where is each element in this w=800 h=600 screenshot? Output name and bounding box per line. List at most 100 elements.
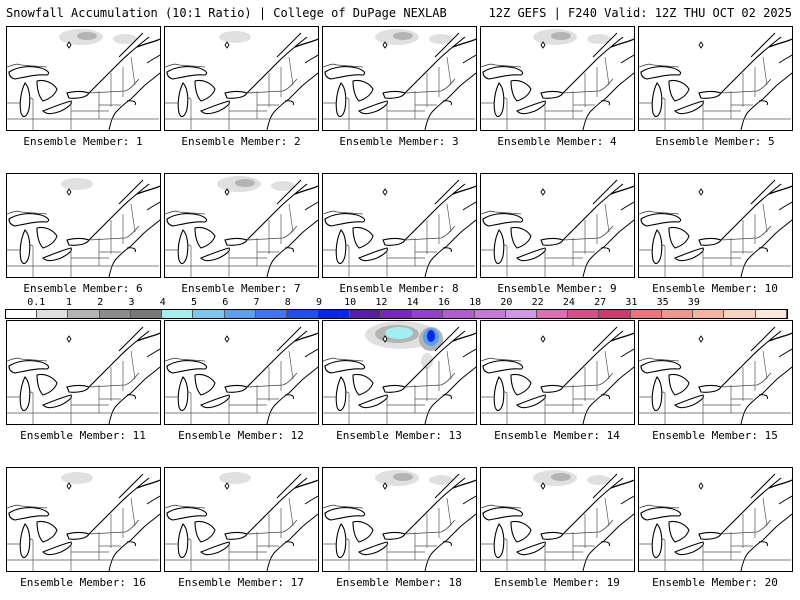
basemap-outline [165,326,318,424]
ensemble-map-panel [480,173,635,278]
legend-swatch [568,310,600,318]
snowfall-map [639,32,792,130]
snowfall-map [323,29,476,130]
ensemble-member-label: Ensemble Member: 6 [23,282,143,295]
legend-swatch [6,310,38,318]
ensemble-map-panel [322,173,477,278]
snowfall-map [7,326,160,424]
ensemble-member-label: Ensemble Member: 5 [655,135,775,148]
basemap-outline [165,179,318,277]
snowfall-color-scale [5,309,788,319]
basemap-outline [639,326,792,424]
legend-label: 7 [253,297,260,308]
snowfall-shading [219,31,251,43]
legend-labels: 0.1 1 2 3 4 5 6 7 8 9 10 12 14 16 18 20 22 24 27 31 35 39 [5,297,786,309]
ensemble-member-label: Ensemble Member: 9 [497,282,617,295]
legend-swatch [661,310,694,318]
basemap-outline [7,326,160,424]
ensemble-map-panel [638,173,793,278]
legend-label: 6 [222,297,229,308]
snowfall-shading [533,29,611,45]
ensemble-map-panel [164,173,319,278]
legend-label: 2 [97,297,104,308]
legend-swatch [536,310,569,318]
ensemble-member-label: Ensemble Member: 17 [178,576,304,589]
legend-swatch [755,310,787,318]
basemap-outline [323,179,476,277]
map-title: Snowfall Accumulation (10:1 Ratio) | Col… [6,6,447,20]
snowfall-map [323,470,476,571]
ensemble-map-panel [164,26,319,131]
snowfall-map [481,29,634,130]
ensemble-map-panel [638,467,793,572]
legend-swatch [99,310,131,318]
legend-label: 4 [159,297,166,308]
snowfall-shading [365,321,443,369]
basemap-outline [7,179,160,277]
ensemble-member-label: Ensemble Member: 12 [178,429,304,442]
legend-swatch [68,310,100,318]
basemap-outline [481,473,634,571]
ensemble-member-label: Ensemble Member: 15 [652,429,778,442]
model-run-info: 12Z GEFS | F240 Valid: 12Z THU OCT 02 20… [488,6,792,20]
legend-label: 20 [500,297,513,308]
legend-swatch [130,310,163,318]
legend-swatch [505,310,537,318]
ensemble-member-label: Ensemble Member: 16 [20,576,146,589]
snowfall-map [639,326,792,424]
ensemble-map-panel [164,467,319,572]
legend-label: 27 [594,297,607,308]
snowfall-map [639,179,792,277]
legend-label: 8 [284,297,291,308]
snowfall-map [481,326,634,424]
legend-swatch [318,310,350,318]
snowfall-map [165,176,318,277]
ensemble-member-label: Ensemble Member: 10 [652,282,778,295]
snowfall-shading [375,470,453,486]
ensemble-map-panel [638,26,793,131]
snowfall-shading [219,472,251,484]
ensemble-map-panel [6,467,161,572]
snowfall-map [481,470,634,571]
snowfall-shading [61,472,93,484]
ensemble-member-label: Ensemble Member: 2 [181,135,301,148]
legend-label: 18 [469,297,482,308]
legend-swatch [224,310,256,318]
ensemble-map-panel [480,320,635,425]
basemap-outline [481,32,634,130]
snowfall-shading [61,178,93,190]
basemap-outline [7,473,160,571]
snowfall-shading [533,470,611,486]
basemap-outline [165,32,318,130]
legend-label: 9 [315,297,322,308]
ensemble-map-panel [322,26,477,131]
legend-label: 12 [375,297,388,308]
ensemble-member-label: Ensemble Member: 20 [652,576,778,589]
legend-label: 10 [344,297,357,308]
legend-label: 14 [406,297,419,308]
ensemble-member-label: Ensemble Member: 13 [336,429,462,442]
ensemble-map-panel [6,320,161,425]
legend-swatch [380,310,413,318]
legend-swatch [693,310,725,318]
ensemble-map-panel [480,467,635,572]
legend-label: 31 [625,297,638,308]
basemap-outline [481,326,634,424]
ensemble-member-label: Ensemble Member: 18 [336,576,462,589]
legend-swatch [287,310,319,318]
legend-swatch [474,310,506,318]
snowfall-map [323,179,476,277]
basemap-outline [639,473,792,571]
basemap-outline [639,32,792,130]
ensemble-member-label: Ensemble Member: 3 [339,135,459,148]
basemap-outline [323,473,476,571]
basemap-outline [639,179,792,277]
legend-swatch [193,310,225,318]
basemap-outline [481,179,634,277]
snowfall-map [7,472,160,571]
snowfall-map [481,179,634,277]
legend-label: 35 [656,297,669,308]
ensemble-map-panel [322,320,477,425]
snowfall-map [639,473,792,571]
ensemble-member-label: Ensemble Member: 19 [494,576,620,589]
